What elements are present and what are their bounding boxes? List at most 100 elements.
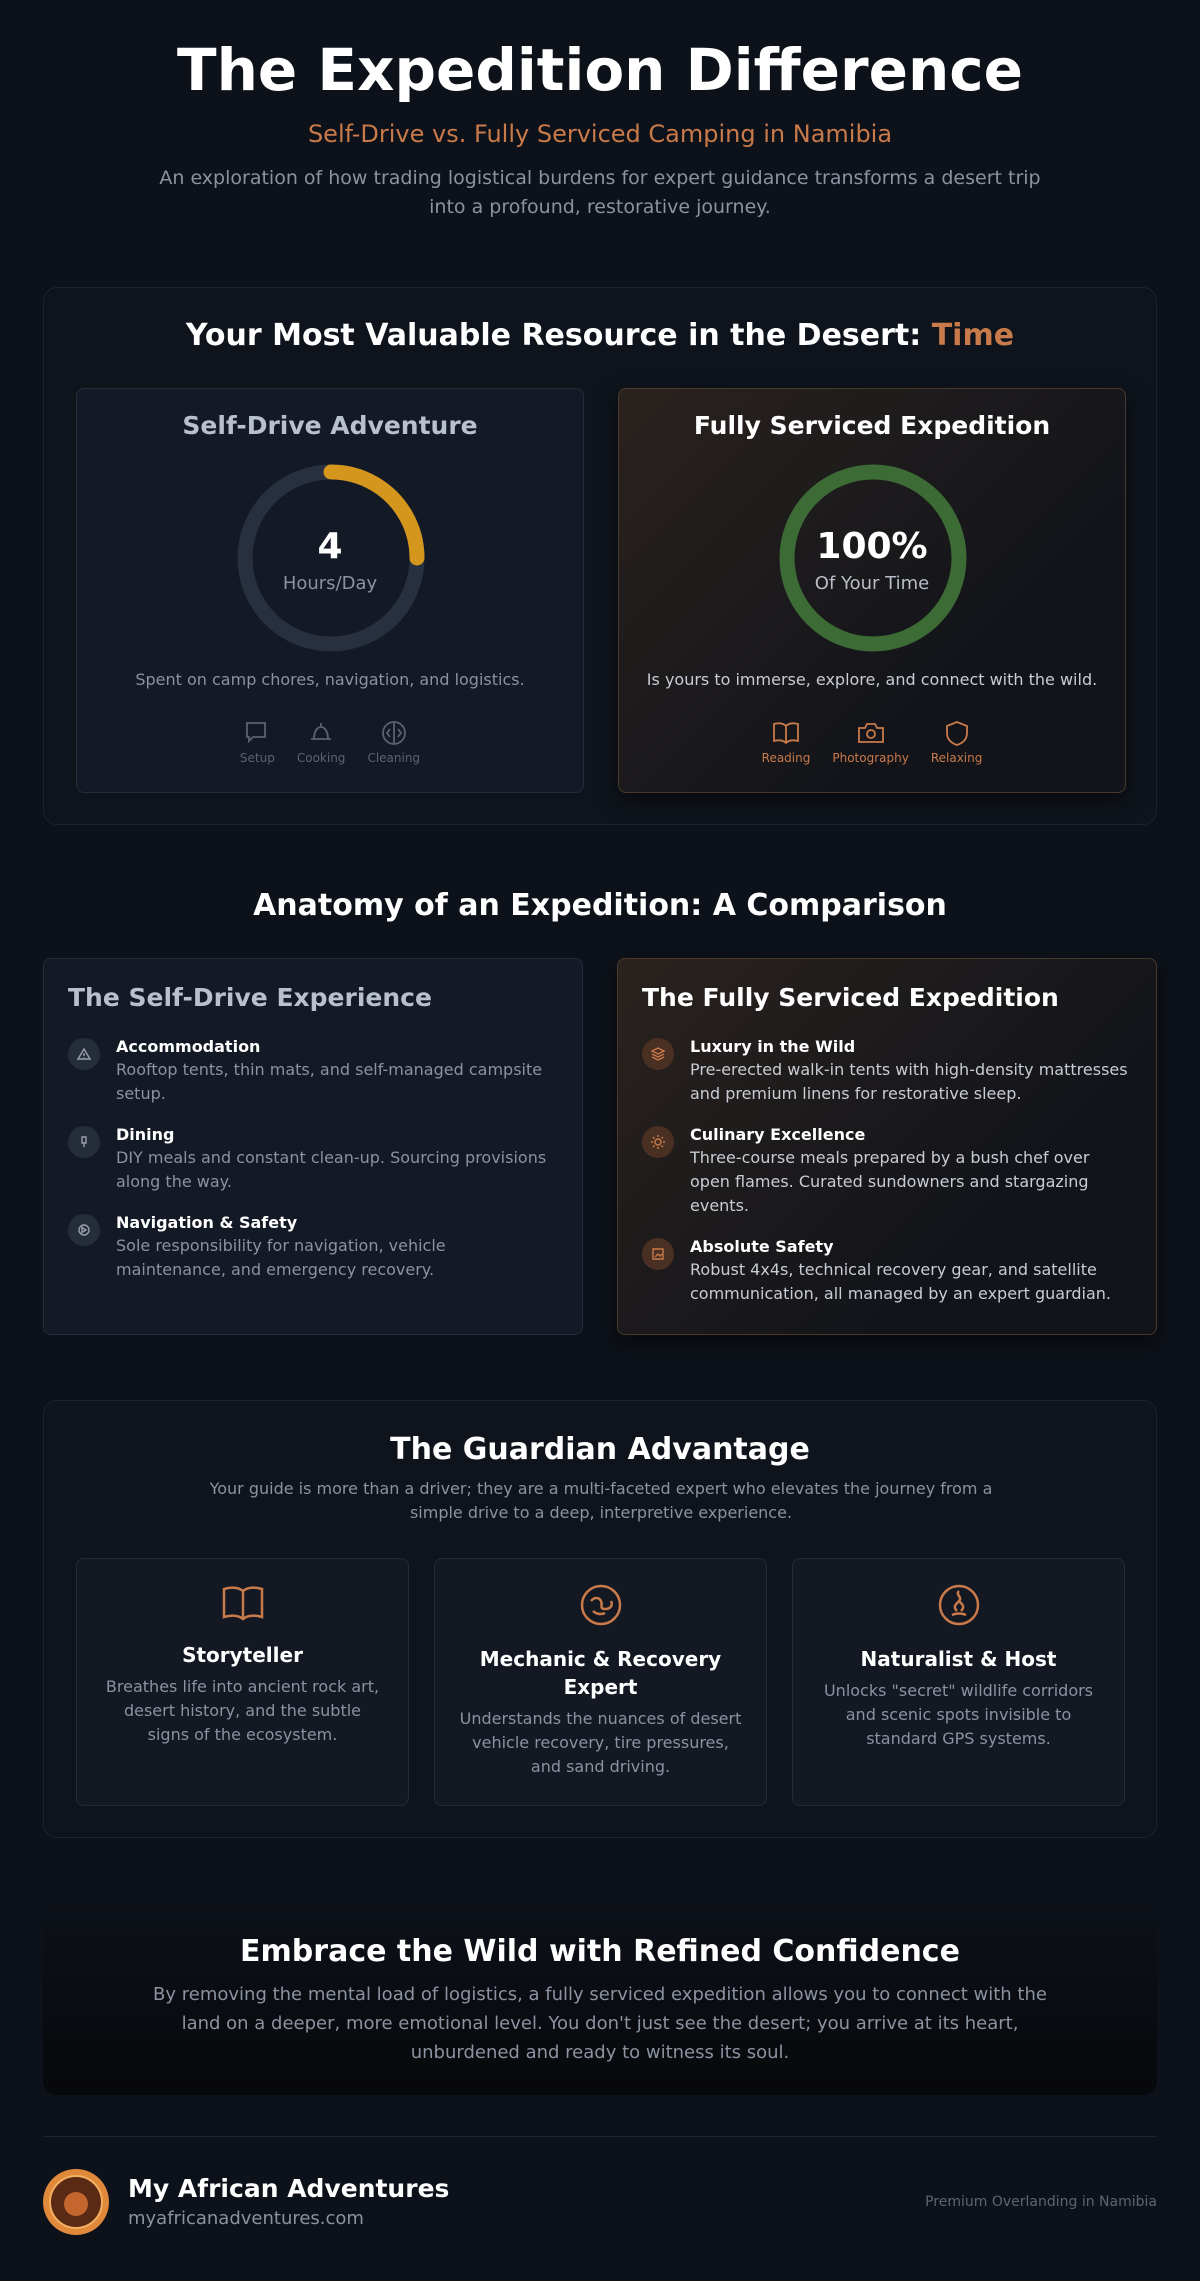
icon-label: Relaxing — [930, 751, 983, 765]
item: Navigation & Safety Sole responsibility f… — [68, 1212, 558, 1282]
self-drive-list: The Self-Drive Experience Accommodation R… — [43, 958, 583, 1335]
icon — [78, 1224, 90, 1236]
gauge-unit: Hours/Day — [282, 573, 378, 594]
icon — [81, 1136, 87, 1147]
gauge-arc — [323, 464, 413, 523]
section-title: The Guardian Advantage — [390, 1432, 810, 1467]
item-body: Accommodation Rooftop tents, thin mats, a… — [116, 1036, 558, 1106]
item-title: Accommodation — [116, 1037, 261, 1056]
icon-item: Cleaning — [367, 719, 420, 765]
icon-label: Reading — [761, 751, 811, 765]
item-text: Rooftop tents, thin mats, and self-manag… — [116, 1060, 543, 1103]
header: The Expedition Difference Self-Drive vs.… — [0, 30, 1200, 222]
role-card: Storyteller Breathes life into ancient r… — [76, 1558, 409, 1806]
gauge-arc — [779, 464, 967, 652]
serviced-card: Fully Serviced Expedition 100% Of Your T… — [618, 388, 1126, 793]
item: Absolute Safety Robust 4x4s, technical re… — [642, 1236, 1132, 1306]
cta-text: By removing the mental load of logistics… — [153, 1984, 1047, 2063]
item-icon — [642, 1038, 674, 1070]
role-text: Understands the nuances of desert vehicl… — [459, 1709, 742, 1776]
icon — [311, 723, 332, 740]
item-title: Navigation & Safety — [116, 1213, 298, 1232]
divider — [43, 2136, 1157, 2137]
item-title: Luxury in the Wild — [690, 1037, 856, 1056]
caption: Is yours to immerse, explore, and connec… — [646, 670, 1098, 689]
item-text: Robust 4x4s, technical recovery gear, an… — [690, 1260, 1112, 1303]
item-title: Culinary Excellence — [690, 1125, 866, 1144]
role-title: Storyteller — [182, 1643, 303, 1667]
icon-label: Photography — [832, 751, 909, 765]
item-icon — [642, 1126, 674, 1158]
icon — [580, 1584, 621, 1626]
card-title: Fully Serviced Expedition — [693, 411, 1051, 440]
card-title: Self-Drive Adventure — [182, 411, 478, 440]
icon-item: Photography — [832, 719, 909, 765]
gauge-unit: Of Your Time — [814, 573, 930, 594]
cta-title: Embrace the Wild with Refined Confidence — [240, 1934, 960, 1969]
cta: Embrace the Wild with Refined Confidence… — [43, 1900, 1157, 2095]
role-text: Breathes life into ancient rock art, des… — [105, 1677, 380, 1744]
icon-label: Setup — [239, 751, 275, 765]
subtitle: Self-Drive vs. Fully Serviced Camping in… — [307, 120, 893, 148]
item-text: Three-course meals prepared by a bush ch… — [690, 1148, 1090, 1215]
tagline: Premium Overlanding in Namibia — [925, 2194, 1157, 2210]
item: Accommodation Rooftop tents, thin mats, a… — [68, 1036, 558, 1106]
page-title: The Expedition Difference — [177, 36, 1023, 104]
icon-row: Reading Photography Relaxing — [619, 719, 1125, 765]
icon — [381, 721, 406, 745]
icon-item: Setup — [240, 719, 275, 765]
item-text: DIY meals and constant clean-up. Sourcin… — [116, 1148, 547, 1191]
gauge — [237, 464, 425, 652]
icon — [222, 1586, 263, 1621]
item: Culinary Excellence Three-course meals pr… — [642, 1124, 1132, 1218]
item-title: Dining — [116, 1125, 175, 1144]
icon — [76, 1047, 92, 1060]
icon — [246, 722, 267, 744]
url: myafricanadventures.com — [128, 2208, 364, 2229]
item-icon — [68, 1038, 100, 1070]
icon-row: Setup Cooking Cleaning — [77, 719, 583, 765]
description: Your guide is more than a driver; they a… — [209, 1479, 993, 1522]
item: Luxury in the Wild Pre-erected walk-in te… — [642, 1036, 1132, 1106]
section-title: Anatomy of an Expedition: A Comparison — [253, 888, 947, 923]
item-body: Culinary Excellence Three-course meals pr… — [690, 1124, 1132, 1218]
description: An exploration of how trading logistical… — [159, 167, 1041, 218]
icon — [938, 1584, 979, 1626]
item-body: Absolute Safety Robust 4x4s, technical re… — [690, 1236, 1132, 1306]
role-card: Mechanic & Recovery Expert Understands t… — [434, 1558, 767, 1806]
gauge-value: 4 — [317, 526, 343, 567]
icon — [652, 1248, 664, 1260]
section-title: Your Most Valuable Resource in the Deser… — [44, 316, 1156, 356]
icon — [650, 1047, 666, 1061]
role-title: Mechanic & Recovery Expert — [479, 1647, 722, 1699]
gauge-arc — [398, 507, 425, 566]
icon-item: Reading — [761, 719, 811, 765]
icon — [945, 721, 968, 746]
card-title: The Self-Drive Experience — [68, 983, 432, 1012]
guardian-section: The Guardian Advantage Your guide is mor… — [43, 1400, 1157, 1838]
icon-item: Cooking — [297, 719, 345, 765]
item-title: Absolute Safety — [690, 1237, 834, 1256]
logo-sun — [64, 2192, 88, 2216]
serviced-list: The Fully Serviced Expedition Luxury in … — [617, 958, 1157, 1335]
item-text: Sole responsibility for navigation, vehi… — [116, 1236, 446, 1279]
icon-label: Cleaning — [367, 751, 421, 765]
item: Dining DIY meals and constant clean-up. S… — [68, 1124, 558, 1194]
item-icon — [642, 1238, 674, 1270]
self-drive-card: Self-Drive Adventure 4 Hours/Day Spent o… — [76, 388, 584, 793]
role-text: Unlocks "secret" wildlife corridors and … — [823, 1681, 1094, 1748]
icon — [651, 1135, 665, 1149]
item-text: Pre-erected walk-in tents with high-dens… — [690, 1060, 1128, 1103]
role-title: Naturalist & Host — [860, 1647, 1057, 1671]
item-icon — [68, 1214, 100, 1246]
brand: My African Adventures — [128, 2174, 450, 2203]
icon-item: Relaxing — [930, 719, 983, 765]
title-text: Your Most Valuable Resource in the Deser… — [185, 318, 922, 353]
role-card: Naturalist & Host Unlocks "secret" wildl… — [792, 1558, 1125, 1806]
icon — [857, 723, 884, 743]
caption: Spent on camp chores, navigation, and lo… — [135, 670, 525, 689]
gauge-value: 100% — [816, 526, 928, 567]
card-title: The Fully Serviced Expedition — [642, 983, 1059, 1012]
item-icon — [68, 1126, 100, 1158]
